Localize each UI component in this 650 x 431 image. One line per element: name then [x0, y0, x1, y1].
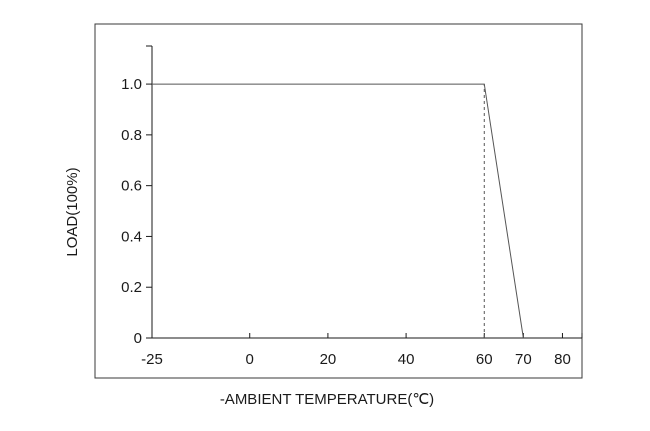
series	[152, 83, 524, 339]
x-tick-label: 80	[554, 351, 571, 368]
x-tick-label: 70	[515, 351, 532, 368]
y-tick-label: 0	[134, 330, 142, 347]
y-tick-label: 0.2	[121, 279, 142, 296]
x-tick-label: -25	[141, 351, 163, 368]
tick-labels: 0 0.2 0.4 0.6 0.8 1.0 -25 0 20 40 60 70 80	[121, 76, 571, 368]
x-tick-label: 0	[246, 351, 254, 368]
axes	[151, 46, 582, 339]
chart-frame	[94, 23, 583, 379]
x-tick-label: 60	[476, 351, 493, 368]
y-tick-label: 0.8	[121, 127, 142, 144]
derating-curve	[152, 83, 524, 339]
y-tick-label: 0.4	[121, 228, 142, 245]
y-axis-title: LOAD(100%)	[64, 167, 81, 256]
x-tick-label: 40	[398, 351, 415, 368]
x-tick-label: 20	[320, 351, 337, 368]
x-axis-title: -AMBIENT TEMPERATURE(℃)	[220, 391, 434, 408]
y-tick-label: 0.6	[121, 178, 142, 195]
y-tick-label: 1.0	[121, 76, 142, 93]
